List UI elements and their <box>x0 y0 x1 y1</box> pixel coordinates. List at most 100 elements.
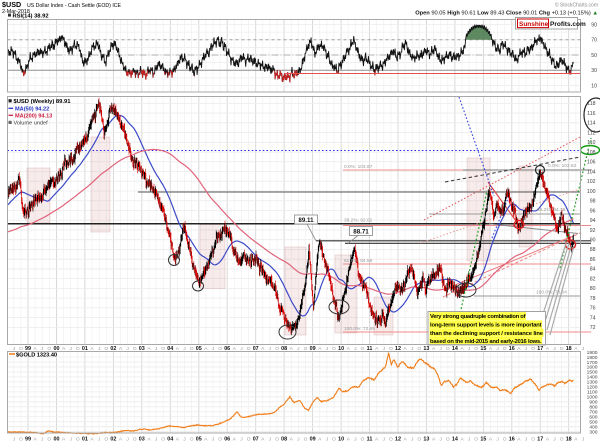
svg-text:A: A <box>460 437 464 443</box>
svg-text:J: J <box>354 346 357 352</box>
svg-text:08: 08 <box>281 346 287 352</box>
svg-text:06: 06 <box>224 346 230 352</box>
svg-text:900: 900 <box>589 400 597 406</box>
svg-text:00: 00 <box>54 346 60 352</box>
svg-text:06: 06 <box>224 437 230 443</box>
svg-text:114: 114 <box>587 121 595 127</box>
svg-text:O: O <box>531 346 535 352</box>
svg-text:J: J <box>411 437 414 443</box>
svg-text:Volume undef: Volume undef <box>14 120 49 126</box>
svg-text:A: A <box>261 346 265 352</box>
svg-text:A: A <box>517 437 521 443</box>
svg-text:MA(50) 94.22: MA(50) 94.22 <box>15 107 49 113</box>
svg-text:A: A <box>489 346 493 352</box>
svg-text:J: J <box>297 437 300 443</box>
svg-text:O: O <box>76 346 80 352</box>
svg-text:O: O <box>332 346 336 352</box>
svg-text:O: O <box>19 346 23 352</box>
svg-text:O: O <box>417 437 421 443</box>
svg-text:1700: 1700 <box>587 360 598 366</box>
svg-text:O: O <box>275 437 279 443</box>
svg-text:O: O <box>133 437 137 443</box>
svg-text:A: A <box>574 346 578 352</box>
svg-text:14: 14 <box>452 346 458 352</box>
svg-text:15: 15 <box>480 437 486 443</box>
svg-text:O: O <box>389 437 393 443</box>
svg-text:A: A <box>147 346 151 352</box>
svg-text:J: J <box>98 346 101 352</box>
svg-text:700: 700 <box>589 410 597 416</box>
svg-text:J: J <box>383 346 386 352</box>
svg-text:A: A <box>517 346 521 352</box>
svg-text:112: 112 <box>587 130 595 136</box>
svg-text:110: 110 <box>587 140 595 146</box>
svg-text:based on the mid-2015 and earl: based on the mid-2015 and early-2016 low… <box>430 339 542 345</box>
svg-text:38.2%: 94.78: 38.2%: 94.78 <box>537 207 566 213</box>
svg-text:RSI(14) 38.92: RSI(14) 38.92 <box>13 14 49 20</box>
svg-text:1500: 1500 <box>587 370 598 376</box>
svg-text:16: 16 <box>509 437 515 443</box>
svg-text:800: 800 <box>589 405 597 411</box>
svg-text:1400: 1400 <box>587 375 598 381</box>
svg-text:A: A <box>403 346 407 352</box>
svg-text:10: 10 <box>338 346 344 352</box>
svg-text:84: 84 <box>590 267 596 273</box>
svg-text:J: J <box>126 346 129 352</box>
svg-text:A: A <box>290 346 294 352</box>
svg-text:than the declining support / r: than the declining support / resistance … <box>430 331 544 337</box>
svg-text:1300: 1300 <box>587 380 598 386</box>
svg-text:J: J <box>411 346 414 352</box>
svg-text:03: 03 <box>139 437 145 443</box>
svg-text:90: 90 <box>591 22 597 28</box>
svg-text:$GOLD 1323.40: $GOLD 1323.40 <box>16 352 57 358</box>
svg-text:O: O <box>332 437 336 443</box>
svg-text:07: 07 <box>253 346 259 352</box>
svg-text:A: A <box>574 437 578 443</box>
svg-text:J: J <box>13 437 16 443</box>
svg-text:O: O <box>247 437 251 443</box>
svg-text:J: J <box>98 437 101 443</box>
svg-text:J: J <box>468 346 471 352</box>
svg-text:17: 17 <box>537 437 543 443</box>
svg-text:J: J <box>183 437 186 443</box>
svg-text:09: 09 <box>310 437 316 443</box>
svg-text:O: O <box>474 346 478 352</box>
svg-text:A: A <box>62 346 66 352</box>
svg-text:A: A <box>290 437 294 443</box>
svg-text:J: J <box>326 346 329 352</box>
svg-text:Very strong quadruple combinat: Very strong quadruple combination of <box>430 314 526 320</box>
svg-text:88.71: 88.71 <box>353 228 369 235</box>
svg-text:J: J <box>582 437 585 443</box>
svg-text:0.0%: 103.97: 0.0%: 103.97 <box>344 164 373 170</box>
svg-text:J: J <box>269 346 272 352</box>
svg-text:O: O <box>218 437 222 443</box>
svg-text:12: 12 <box>395 437 401 443</box>
svg-text:J: J <box>326 437 329 443</box>
svg-text:00: 00 <box>54 437 60 443</box>
svg-text:J: J <box>212 346 215 352</box>
svg-text:A: A <box>347 437 351 443</box>
svg-text:2-Mar-2018: 2-Mar-2018 <box>2 9 30 15</box>
svg-text:MA(200) 94.13: MA(200) 94.13 <box>15 114 52 120</box>
svg-text:A: A <box>546 346 550 352</box>
svg-text:O: O <box>47 346 51 352</box>
svg-text:O: O <box>190 346 194 352</box>
svg-text:J: J <box>41 346 44 352</box>
svg-text:89.11: 89.11 <box>298 217 314 224</box>
svg-text:J: J <box>525 346 528 352</box>
svg-text:82: 82 <box>590 277 596 283</box>
svg-text:O: O <box>218 346 222 352</box>
svg-text:02: 02 <box>110 346 116 352</box>
svg-text:J: J <box>183 346 186 352</box>
svg-text:O: O <box>503 346 507 352</box>
svg-text:O: O <box>446 437 450 443</box>
svg-text:US Dollar Index - Cash Settle: US Dollar Index - Cash Settle (EOD) ICE <box>27 3 122 9</box>
svg-text:1100: 1100 <box>587 390 598 396</box>
svg-text:A: A <box>33 346 37 352</box>
svg-text:A: A <box>318 346 322 352</box>
svg-text:100.0%: 72.65: 100.0%: 72.65 <box>344 326 375 332</box>
svg-text:J: J <box>269 437 272 443</box>
svg-text:61.8%: 84.58: 61.8%: 84.58 <box>344 258 373 264</box>
svg-text:02: 02 <box>110 437 116 443</box>
svg-text:J: J <box>468 437 471 443</box>
